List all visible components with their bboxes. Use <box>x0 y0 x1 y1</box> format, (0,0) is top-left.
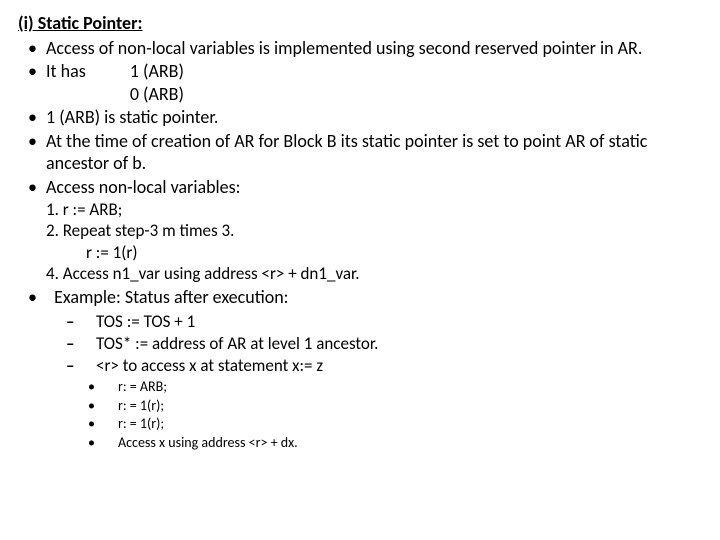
steps-block: 1. r := ARB; 2. Repeat step-3 m times 3.… <box>46 199 702 284</box>
arb-block: 1 (ARB) 0 (ARB) <box>130 60 184 105</box>
dash-list: TOS := TOS + 1 TOS* := address of AR at … <box>66 311 702 377</box>
bullet-item: Access non-local variables: <box>46 176 702 199</box>
section-title: (i) Static Pointer: <box>18 12 702 35</box>
arb-line: 0 (ARB) <box>130 83 184 105</box>
step-line: r := 1(r) <box>86 242 702 263</box>
bullet-item: It has 1 (ARB) 0 (ARB) <box>46 60 702 105</box>
step-line: 4. Access n1_var using address <r> + dn1… <box>46 263 702 284</box>
example-bullet: Example: Status after execution: <box>46 286 702 309</box>
dash-item: <r> to access x at statement x:= z <box>66 355 702 376</box>
dash-item: TOS* := address of AR at level 1 ancesto… <box>66 333 702 354</box>
dot-item: r: = 1(r); <box>88 415 702 433</box>
dot-list: r: = ARB; r: = 1(r); r: = 1(r); Access x… <box>88 378 702 451</box>
step-line: 1. r := ARB; <box>46 199 702 220</box>
step-line: 2. Repeat step-3 m times 3. <box>46 220 702 241</box>
dot-item: r: = ARB; <box>88 378 702 396</box>
main-bullet-list: Access of non-local variables is impleme… <box>18 37 702 199</box>
bullet-item: 1 (ARB) is static pointer. <box>46 106 702 129</box>
dot-item: Access x using address <r> + dx. <box>88 434 702 452</box>
arb-line: 1 (ARB) <box>130 60 184 82</box>
dot-item: r: = 1(r); <box>88 397 702 415</box>
dash-item: TOS := TOS + 1 <box>66 311 702 332</box>
bullet-item: Access of non-local variables is impleme… <box>46 37 702 60</box>
example-label: Example: Status after execution: <box>54 286 288 308</box>
bullet-item: At the time of creation of AR for Block … <box>46 130 702 175</box>
bullet-text: It has <box>46 60 86 82</box>
